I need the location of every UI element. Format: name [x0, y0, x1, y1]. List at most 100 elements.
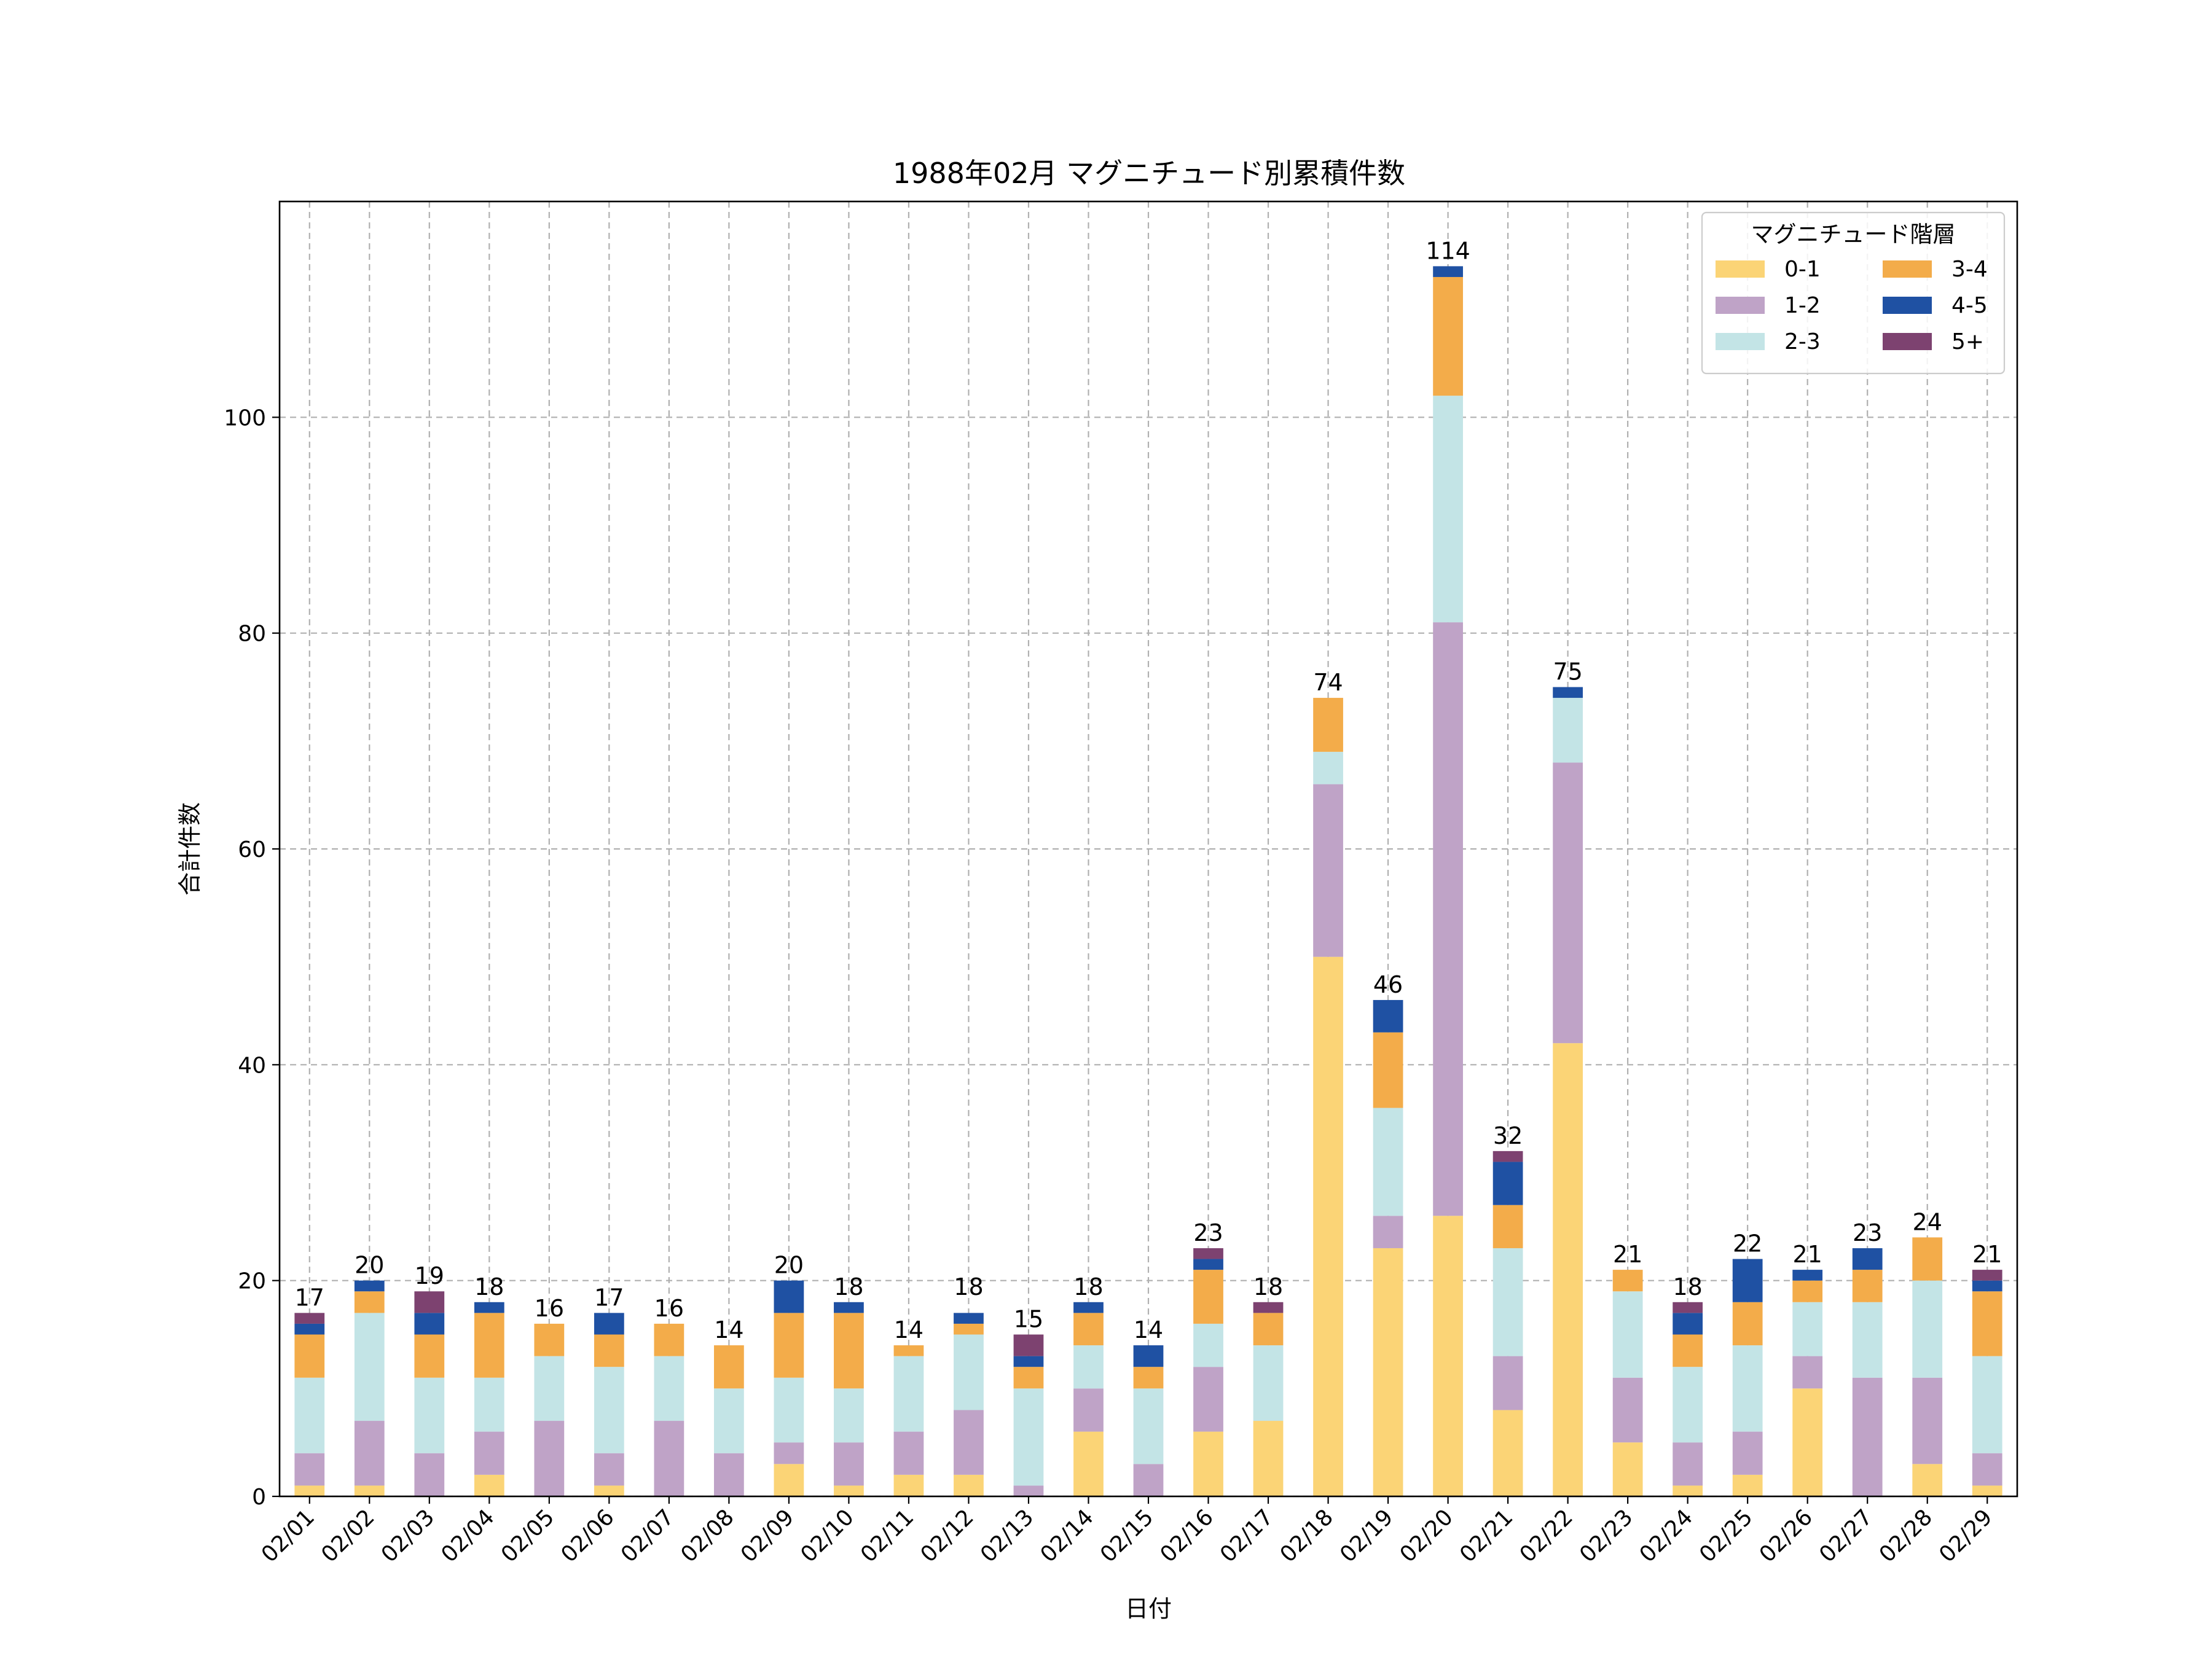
- bar-segment: [594, 1334, 624, 1367]
- bar-segment: [1492, 1162, 1523, 1205]
- bar-total-label: 74: [1313, 669, 1343, 696]
- bar-segment: [1313, 956, 1343, 1496]
- bar-segment: [1852, 1270, 1883, 1302]
- bar-segment: [1313, 751, 1343, 784]
- bar-segment: [1433, 622, 1463, 1216]
- legend-label: 0-1: [1784, 257, 1821, 282]
- x-axis-label: 日付: [1125, 1595, 1172, 1622]
- legend-label: 4-5: [1951, 293, 1988, 318]
- bar-segment: [1073, 1345, 1104, 1389]
- bar-segment: [1313, 784, 1343, 957]
- bar-segment: [654, 1356, 684, 1421]
- bar-segment: [1912, 1237, 1943, 1281]
- bar-segment: [834, 1313, 864, 1389]
- y-axis-label: 合計件数: [176, 802, 203, 896]
- bar-total-label: 16: [535, 1295, 564, 1322]
- bar-segment: [1373, 1216, 1403, 1248]
- bar-total-label: 17: [295, 1284, 324, 1311]
- bar-segment: [1912, 1464, 1943, 1496]
- bar-segment: [414, 1334, 445, 1378]
- bar-total-label: 75: [1553, 659, 1582, 686]
- bar-segment: [1972, 1270, 2002, 1281]
- bar-total-label: 20: [355, 1252, 384, 1279]
- bar-total-label: 23: [1853, 1219, 1882, 1246]
- legend: マグニチュード階層 0-1 1-2 2-3 3-4 4-5 5+: [1701, 211, 2006, 375]
- bar-segment: [1673, 1485, 1703, 1496]
- bar-total-label: 17: [594, 1284, 624, 1311]
- bar-segment: [954, 1410, 984, 1475]
- bar-segment: [714, 1388, 744, 1453]
- y-tick-label: 40: [238, 1053, 266, 1078]
- bar-segment: [1492, 1356, 1523, 1410]
- bar-total-label: 20: [774, 1252, 804, 1279]
- y-tick-label: 0: [252, 1485, 266, 1510]
- bar-total-label: 19: [415, 1262, 444, 1289]
- bar-segment: [1612, 1442, 1643, 1496]
- bar-segment: [1673, 1367, 1703, 1443]
- bar-total-label: 22: [1733, 1230, 1762, 1257]
- bar-segment: [1133, 1367, 1164, 1389]
- bar-segment: [474, 1474, 504, 1496]
- bar-segment: [414, 1313, 445, 1335]
- bar-segment: [954, 1313, 984, 1324]
- bar-total-label: 46: [1373, 971, 1403, 998]
- legend-swatch: [1883, 297, 1932, 314]
- bar-segment: [1073, 1431, 1104, 1496]
- bar-segment: [654, 1323, 684, 1356]
- bar-segment: [1133, 1345, 1164, 1367]
- bar-segment: [1073, 1302, 1104, 1313]
- y-tick-label: 100: [224, 405, 266, 431]
- legend-label: 1-2: [1784, 293, 1821, 318]
- bar-segment: [893, 1356, 924, 1432]
- bar-segment: [594, 1485, 624, 1496]
- bar-total-label: 114: [1426, 237, 1470, 264]
- bar-segment: [1253, 1302, 1284, 1313]
- bar-total-label: 24: [1913, 1208, 1942, 1235]
- bar-segment: [474, 1431, 504, 1475]
- bar-segment: [1732, 1474, 1763, 1496]
- bar-total-label: 21: [1793, 1241, 1822, 1268]
- legend-swatch: [1883, 260, 1932, 278]
- bar-segment: [893, 1345, 924, 1356]
- bar-segment: [1972, 1485, 2002, 1496]
- bar-segment: [1792, 1302, 1823, 1356]
- bar-segment: [594, 1367, 624, 1453]
- bar-total-label: 15: [1014, 1306, 1043, 1333]
- bar-segment: [294, 1453, 325, 1486]
- bar-segment: [474, 1313, 504, 1378]
- bar-segment: [534, 1356, 565, 1421]
- bar-segment: [1972, 1356, 2002, 1453]
- bar-segment: [414, 1377, 445, 1453]
- bar-segment: [1253, 1313, 1284, 1346]
- bar-segment: [1492, 1248, 1523, 1356]
- bar-segment: [954, 1323, 984, 1335]
- bar-segment: [1553, 762, 1583, 1044]
- bar-segment: [774, 1442, 804, 1464]
- bar-segment: [294, 1377, 325, 1453]
- bar-segment: [354, 1313, 385, 1421]
- bar-segment: [294, 1485, 325, 1496]
- bar-segment: [1852, 1248, 1883, 1270]
- bar-total-label: 18: [834, 1273, 863, 1300]
- bar-segment: [1912, 1377, 1943, 1464]
- bar-segment: [1792, 1280, 1823, 1302]
- bar-segment: [1732, 1259, 1763, 1302]
- bar-segment: [1373, 1108, 1403, 1216]
- legend-label: 5+: [1951, 329, 1984, 354]
- bar-segment: [1792, 1388, 1823, 1496]
- bar-segment: [1313, 698, 1343, 752]
- bar-segment: [1193, 1431, 1223, 1496]
- bar-segment: [834, 1485, 864, 1496]
- bar-segment: [1673, 1313, 1703, 1335]
- bar-segment: [954, 1474, 984, 1496]
- bar-total-label: 14: [1134, 1316, 1163, 1343]
- y-tick-label: 20: [238, 1269, 266, 1294]
- bar-segment: [1433, 396, 1463, 623]
- bar-segment: [1492, 1205, 1523, 1248]
- y-tick-label: 60: [238, 837, 266, 862]
- bar-segment: [1732, 1345, 1763, 1432]
- bar-segment: [1373, 1248, 1403, 1496]
- bar-segment: [1553, 687, 1583, 698]
